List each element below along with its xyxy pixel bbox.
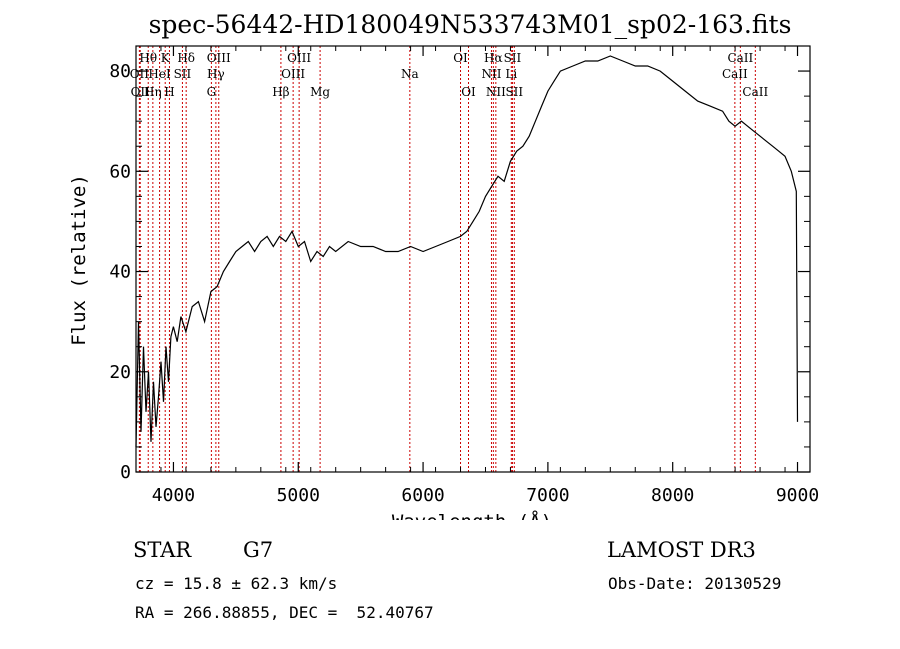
x-tick-label: 9000 [776,485,819,506]
spectral-line-label: OIII [287,51,311,65]
observation-date: Obs-Date: 20130529 [608,574,782,593]
y-tick-label: 80 [109,61,131,82]
spectral-line-markers [138,46,756,472]
spectral-line-label: Hγ [207,67,225,81]
ra-dec-coordinates: RA = 266.88855, DEC = 52.40767 [135,603,434,622]
spectral-line-label: SII [174,67,192,81]
chart-title: spec-56442-HD180049N533743M01_sp02-163.f… [149,10,792,39]
y-tick-label: 0 [120,462,131,483]
plot-frame [135,45,811,473]
y-axis-label: Flux (relative) [68,174,90,346]
spectral-line-label: CaII [722,67,748,81]
x-tick-label: 8000 [651,485,694,506]
x-axis-ticks: 4000 5000 6000 7000 8000 9000 [135,46,819,506]
spectral-line-label: SII [504,51,522,65]
spectral-line-label: SII [505,85,523,99]
spectral-line-label: Hβ [272,85,289,99]
spectral-line-label: Li [505,67,517,81]
y-tick-label: 60 [109,161,131,182]
x-tick-label: 6000 [401,485,444,506]
y-tick-label: 40 [109,262,131,283]
spectral-line-labels: OIIOIIHθHηHeIKHSIIHδGHγOIIIHβOIIIOIIIMgN… [130,51,769,99]
survey-name: LAMOST DR3 [607,538,756,562]
spectral-line-label: Hδ [177,51,195,65]
x-tick-label: 7000 [526,485,569,506]
y-axis-ticks: 0 20 40 60 80 [109,45,810,483]
object-class: STAR [133,538,192,562]
x-tick-label: 5000 [277,485,320,506]
spectral-line-label: OI [453,51,468,65]
object-subclass: G7 [243,538,274,562]
spectral-line-label: G [207,85,217,99]
spectral-line-label: Mg [310,85,330,99]
spectral-line-label: NII [481,67,501,81]
spectral-line-label: K [161,51,171,65]
spectral-line-label: Hα [484,51,503,65]
y-tick-label: 20 [109,362,131,383]
spectral-line-label: H [164,85,174,99]
spectral-line-label: Na [401,67,419,81]
spectral-line-label: NII [486,85,506,99]
spectral-line-label: OI [461,85,476,99]
spectral-line-label: Hθ [139,51,157,65]
spectral-line-label: CaII [742,85,768,99]
spectral-line-label: Hη [144,85,162,99]
spectral-line-label: OIII [281,67,305,81]
spectrum-chart: spec-56442-HD180049N533743M01_sp02-163.f… [68,10,819,520]
x-axis-label: Wavelength (Å) [392,510,552,520]
spectral-line-label: CaII [727,51,753,65]
x-tick-label: 4000 [152,485,195,506]
spectral-line-label: OII [130,67,150,81]
redshift-velocity: cz = 15.8 ± 62.3 km/s [135,574,338,593]
spectral-line-label: HeI [148,67,171,81]
spectral-line-label: OIII [207,51,231,65]
spectrum-series-line [135,55,799,447]
